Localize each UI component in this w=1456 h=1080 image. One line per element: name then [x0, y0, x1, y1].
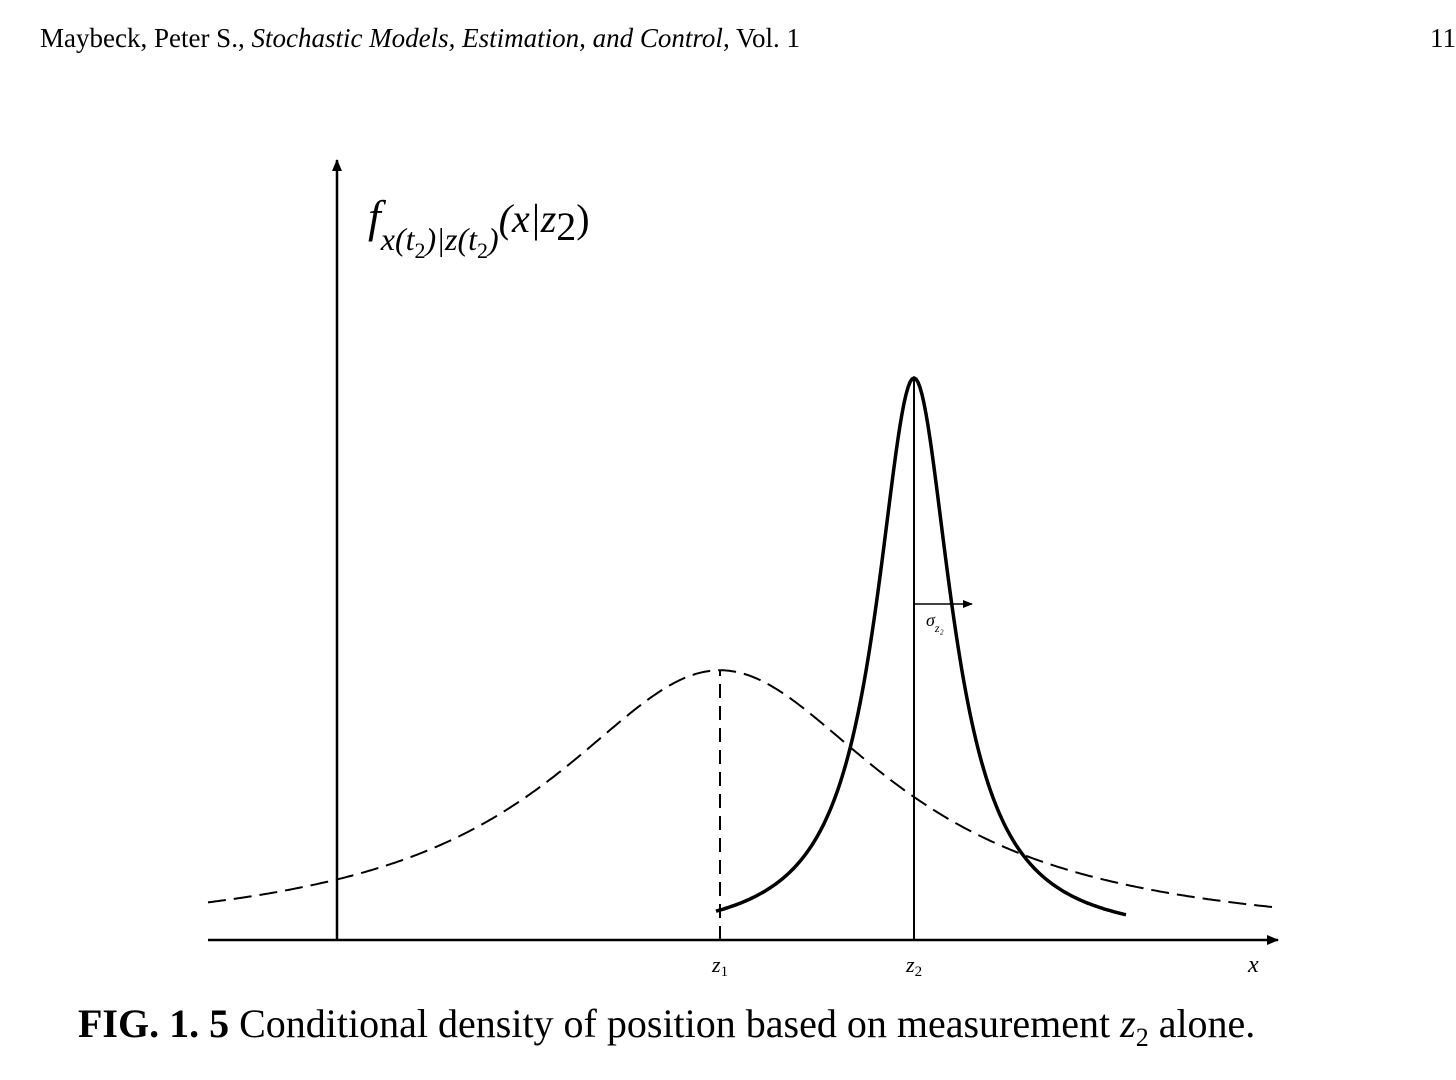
caption-var: z: [1120, 1001, 1136, 1046]
sigma-label: σz₂: [926, 610, 944, 635]
caption-end: alone.: [1148, 1001, 1256, 1046]
prior-density-curve-dashed: [207, 669, 1275, 909]
page-number: 11: [1430, 23, 1456, 53]
header-author: Maybeck, Peter S.,: [40, 23, 245, 53]
header-book-title: Stochastic Models, Estimation, and Contr…: [251, 23, 723, 53]
caption-var-sub: 2: [1135, 1023, 1149, 1052]
caption-label: FIG. 1. 5: [78, 1001, 230, 1046]
x-axis-label: x: [1247, 952, 1259, 978]
caption-text: Conditional density of position based on…: [229, 1001, 1121, 1046]
measurement-density-curve-solid: [715, 376, 1127, 917]
y-axis-label: fx(t2)|z(t2)(x|z2): [368, 191, 590, 263]
tick-label-z2: z2: [905, 952, 922, 980]
tick-label-z1: z1: [711, 952, 728, 980]
figure-caption: FIG. 1. 5 Conditional density of positio…: [78, 996, 1438, 1066]
header-volume: , Vol. 1: [722, 23, 800, 53]
page-header: Maybeck, Peter S., Stochastic Models, Es…: [40, 20, 1456, 56]
